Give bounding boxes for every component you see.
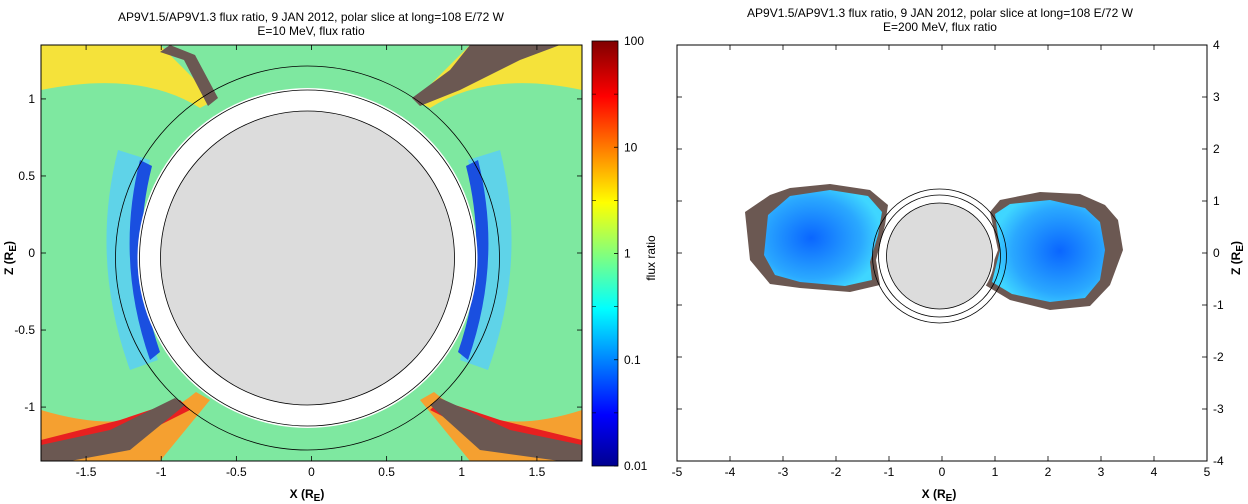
right-y-tick-label: 1 [1213,194,1220,208]
right-y-axis: 4 3 2 1 0 -1 -2 -3 -4 [677,38,1224,468]
right-y-tick-label: 0 [1213,246,1220,260]
left-x-axis-label-main: X (R [290,487,314,501]
right-x-tick-label: 4 [1151,465,1158,479]
left-x-axis: -1.5 -1 -0.5 0 0.5 1 1.5 [76,45,546,479]
right-x-axis-label-main: X (R [922,487,946,501]
left-reference-circle-inner [139,89,476,427]
colorbar-tick-label: 100 [624,34,644,48]
left-y-axis-label-sub: E [8,245,19,252]
left-nodata-se [430,398,582,461]
right-x-tick-label: 0 [939,465,946,479]
right-lobe-west [764,190,882,286]
left-x-tick-label: 1 [458,465,465,479]
right-y-axis-label-close: ) [1229,241,1243,245]
right-reference-circle-inner [878,194,1001,318]
right-y-axis-label: Z (RE) [1229,241,1246,275]
left-y-tick-label: 0.5 [18,169,35,183]
colorbar-tick-label: 0.1 [624,353,641,367]
left-y-axis-label: Z (RE) [2,241,19,275]
left-x-tick-label: 0.5 [378,465,395,479]
right-x-tick-label: 2 [1045,465,1052,479]
colorbar-tick-label: 10 [624,140,638,154]
left-x-axis-label-close: ) [320,487,324,501]
left-y-tick-label: 0 [28,246,35,260]
right-x-axis-label: X (RE) [922,487,957,504]
right-x-tick-label: 5 [1204,465,1211,479]
left-x-tick-label: 1.5 [529,465,546,479]
left-chart-subtitle: E=10 MeV, flux ratio [257,24,365,38]
left-nodata-ne [412,45,560,106]
right-y-tick-label: 2 [1213,142,1220,156]
left-high-ratio-ne [415,45,582,108]
left-y-axis: 1 0.5 0 -0.5 -1 [14,92,582,414]
right-y-axis-label-main: Z (R [1229,251,1243,275]
left-y-axis-label-main: Z (R [2,251,16,275]
colorbar-tick-label: 0.01 [624,459,648,473]
right-x-tick-label: 3 [1098,465,1105,479]
left-x-tick-label: -1 [156,465,167,479]
right-x-tick-label: -5 [672,465,683,479]
left-plot-area [41,45,582,461]
right-x-tick-label: 1 [992,465,999,479]
left-y-tick-label: -1 [24,400,35,414]
right-x-axis: -5 -4 -3 -2 -1 0 1 2 3 4 5 [672,45,1211,479]
right-plot-area [745,184,1123,324]
left-x-axis-label: X (RE) [290,487,325,504]
right-x-axis-label-sub: E [946,493,953,504]
right-chart-title: AP9V1.5/AP9V1.3 flux ratio, 9 JAN 2012, … [747,6,1134,20]
left-x-tick-label: 0 [308,465,315,479]
left-y-tick-label: -0.5 [14,323,35,337]
right-y-tick-label: -3 [1213,402,1224,416]
left-low-ratio-band-east [458,160,489,360]
right-y-axis-label-sub: E [1235,245,1246,252]
left-y-axis-label-close: ) [2,241,16,245]
left-nodata-sw [41,398,185,461]
right-earth [886,202,993,310]
left-nodata-nw [160,45,218,106]
right-x-tick-label: -1 [884,465,895,479]
left-x-axis-label-sub: E [314,493,321,504]
colorbar-label: flux ratio [644,235,658,281]
right-lobe-east [992,200,1105,302]
right-x-tick-label: -4 [725,465,736,479]
right-y-tick-label: 4 [1213,38,1220,52]
left-earth [160,110,455,406]
right-reference-circle-outer [872,188,1007,324]
right-x-tick-label: -3 [778,465,789,479]
left-chart-title: AP9V1.5/AP9V1.3 flux ratio, 9 JAN 2012, … [118,10,505,24]
right-y-tick-label: -4 [1213,454,1224,468]
right-y-tick-label: -2 [1213,350,1224,364]
left-x-tick-label: -0.5 [226,465,247,479]
right-y-tick-label: 3 [1213,90,1220,104]
right-chart-subtitle: E=200 MeV, flux ratio [883,20,997,34]
right-x-tick-label: -2 [831,465,842,479]
right-x-axis-label-close: ) [952,487,956,501]
left-low-ratio-band-west [129,160,160,360]
right-y-tick-label: -1 [1213,298,1224,312]
left-x-tick-label: -1.5 [76,465,97,479]
left-y-tick-label: 1 [28,92,35,106]
colorbar-axis: 100 10 1 0.1 0.01 [592,34,648,473]
colorbar [591,40,619,467]
left-reference-circle-outer [115,65,500,451]
colorbar-tick-label: 1 [624,247,631,261]
left-high-ratio-nw [41,45,215,108]
